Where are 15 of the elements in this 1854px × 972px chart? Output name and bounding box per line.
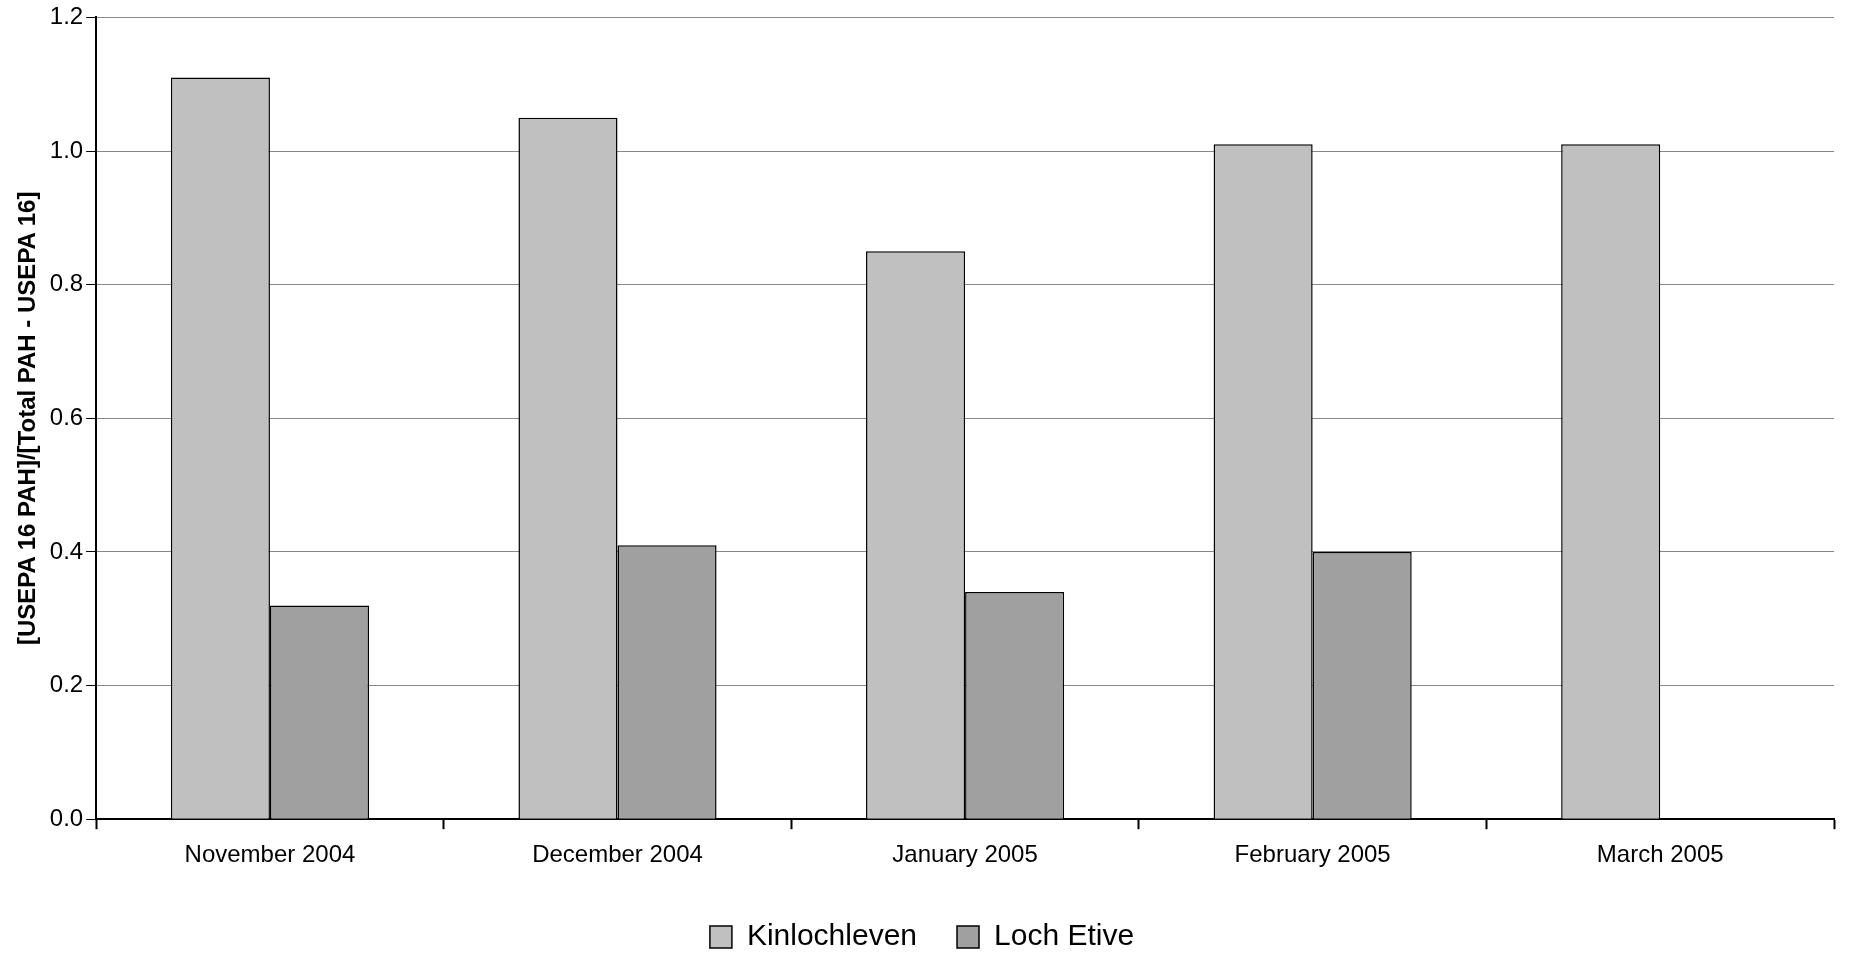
x-tick-label: February 2005	[1234, 840, 1391, 868]
x-tick-label: December 2004	[532, 840, 703, 868]
y-tick-label: 0.2	[49, 670, 84, 698]
y-tick-label: 1.0	[49, 135, 84, 163]
legend-label: Kinlochleven	[746, 918, 918, 952]
y-tick-label: 1.2	[49, 2, 84, 30]
y-tick-label: 0.6	[49, 402, 84, 430]
x-tick-label: January 2005	[892, 840, 1038, 868]
legend-label: Loch Etive	[994, 918, 1135, 952]
x-tick-label: November 2004	[184, 840, 356, 868]
y-tick-label: 0.4	[49, 536, 84, 564]
y-tick-label: 0.0	[49, 803, 84, 831]
x-tick-label: March 2005	[1596, 840, 1724, 868]
y-axis-title: [USEPA 16 PAH]/[Total PAH - USEPA 16]	[13, 191, 41, 645]
y-tick-label: 0.8	[49, 269, 84, 297]
